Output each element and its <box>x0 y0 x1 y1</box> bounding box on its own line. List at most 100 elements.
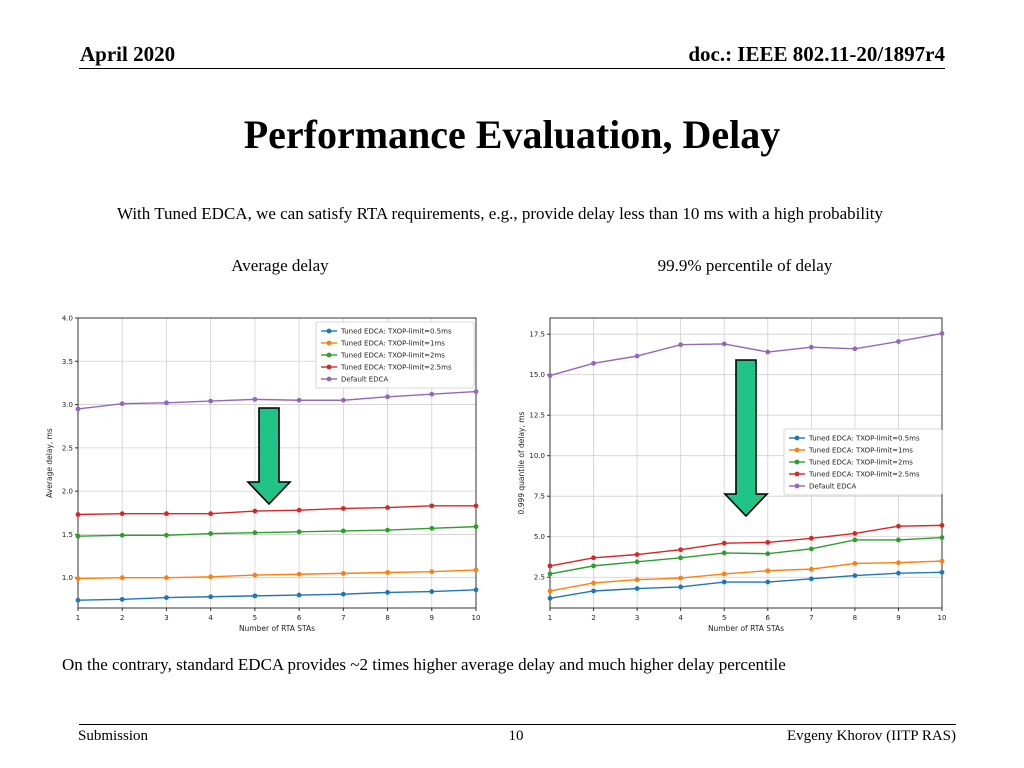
data-point <box>939 569 945 575</box>
x-tick-label: 8 <box>853 614 857 622</box>
x-tick-label: 10 <box>472 614 481 622</box>
x-tick-label: 1 <box>76 614 80 622</box>
data-point <box>634 552 640 557</box>
data-point <box>296 529 302 535</box>
x-tick-label: 2 <box>120 614 124 622</box>
legend-swatch-marker <box>326 364 332 370</box>
data-point <box>164 595 169 601</box>
x-tick-label: 10 <box>938 614 947 622</box>
y-axis-label: Average delay, ms <box>45 428 54 498</box>
data-point <box>939 558 945 564</box>
data-point <box>208 574 214 580</box>
x-tick-label: 5 <box>722 614 726 622</box>
data-point <box>164 400 169 406</box>
data-point <box>765 551 771 557</box>
data-point <box>765 568 771 574</box>
caption-percentile-delay: 99.9% percentile of delay <box>657 256 833 275</box>
data-point <box>721 341 727 347</box>
series-line <box>77 390 477 410</box>
data-point <box>896 570 901 576</box>
average-delay-chart: 1 2 3 4 5 6 7 8 9 10 1.0 1.5 2.0 2.5 3.0 3.5 4.0 Number o… <box>45 315 481 634</box>
data-point <box>473 524 479 530</box>
x-tick-label: 3 <box>164 614 168 622</box>
percentile-delay-chart: 1 2 3 4 5 6 7 8 9 10 2.5 5.0 7.5 10.0 12.5 15.0 17.5 Numb… <box>517 317 947 633</box>
data-point <box>808 344 814 350</box>
data-point <box>808 576 814 582</box>
data-point <box>75 512 81 517</box>
data-point <box>429 391 435 397</box>
data-point <box>385 394 390 400</box>
data-point <box>896 523 901 529</box>
legend-swatch-marker <box>794 447 800 453</box>
data-point <box>340 506 346 511</box>
data-point <box>547 563 553 569</box>
data-point <box>119 532 125 538</box>
x-tick-label: 4 <box>208 614 213 622</box>
data-point <box>852 561 858 566</box>
data-point <box>765 579 771 585</box>
data-point <box>75 406 81 412</box>
data-point <box>429 589 435 594</box>
plot-frame <box>77 317 477 609</box>
y-tick-label: 2.5 <box>62 444 73 452</box>
data-point <box>547 595 553 601</box>
data-point <box>678 547 684 553</box>
footer-divider <box>79 724 956 725</box>
data-point <box>765 539 771 545</box>
data-point <box>678 342 684 348</box>
data-point <box>429 503 435 509</box>
legend-swatch-marker <box>794 471 800 477</box>
data-point <box>852 346 858 352</box>
legend-entry: Tuned EDCA: TXOP-limit=2.5ms <box>340 364 452 372</box>
data-point <box>340 397 346 403</box>
x-tick-label: 4 <box>678 614 683 622</box>
header-date: April 2020 <box>80 42 176 66</box>
x-tick-label: 9 <box>896 614 900 622</box>
y-tick-label: 12.5 <box>529 412 545 420</box>
data-point <box>852 537 858 543</box>
data-point <box>547 588 553 594</box>
data-point <box>473 587 479 593</box>
x-axis-label: Number of RTA STAs <box>239 624 315 633</box>
data-point <box>678 575 684 581</box>
x-tick-label: 2 <box>591 614 595 622</box>
y-tick-label: 17.5 <box>529 331 545 339</box>
data-point <box>591 360 596 366</box>
data-point <box>296 397 302 403</box>
data-point <box>896 560 901 566</box>
data-point <box>429 569 435 575</box>
data-point <box>634 586 640 591</box>
data-point <box>473 567 479 573</box>
data-point <box>119 596 125 602</box>
y-tick-label: 1.0 <box>62 574 73 582</box>
footer-author: Evgeny Khorov (IITP RAS) <box>786 728 956 744</box>
data-point <box>591 555 596 561</box>
intro-text: With Tuned EDCA, we can satisfy RTA requ… <box>116 204 884 223</box>
data-point <box>678 584 684 590</box>
x-tick-label: 3 <box>635 614 639 622</box>
legend-entry: Tuned EDCA: TXOP-limit=1ms <box>808 447 913 455</box>
data-point <box>252 593 258 599</box>
series-line <box>549 524 943 567</box>
data-point <box>896 537 901 543</box>
header-divider <box>79 68 945 69</box>
x-tick-label: 1 <box>548 614 552 622</box>
down-arrow-icon <box>723 359 769 518</box>
header-doc-id: doc.: IEEE 802.11-20/1897r4 <box>688 42 945 66</box>
data-point <box>852 531 858 536</box>
data-point <box>252 530 258 536</box>
data-point <box>678 555 684 561</box>
legend-entry: Tuned EDCA: TXOP-limit=0.5ms <box>808 435 920 443</box>
data-point <box>385 570 390 575</box>
y-tick-label: 5.0 <box>534 533 545 541</box>
y-tick-label: 2.0 <box>62 488 73 496</box>
data-point <box>119 401 125 407</box>
data-point <box>119 511 125 517</box>
series-line <box>77 525 477 537</box>
series-line <box>549 560 943 592</box>
y-tick-label: 3.0 <box>62 401 73 409</box>
caption-average-delay: Average delay <box>231 256 329 275</box>
x-tick-label: 6 <box>297 614 302 622</box>
data-point <box>473 503 479 509</box>
legend-entry: Tuned EDCA: TXOP-limit=2ms <box>808 459 913 467</box>
